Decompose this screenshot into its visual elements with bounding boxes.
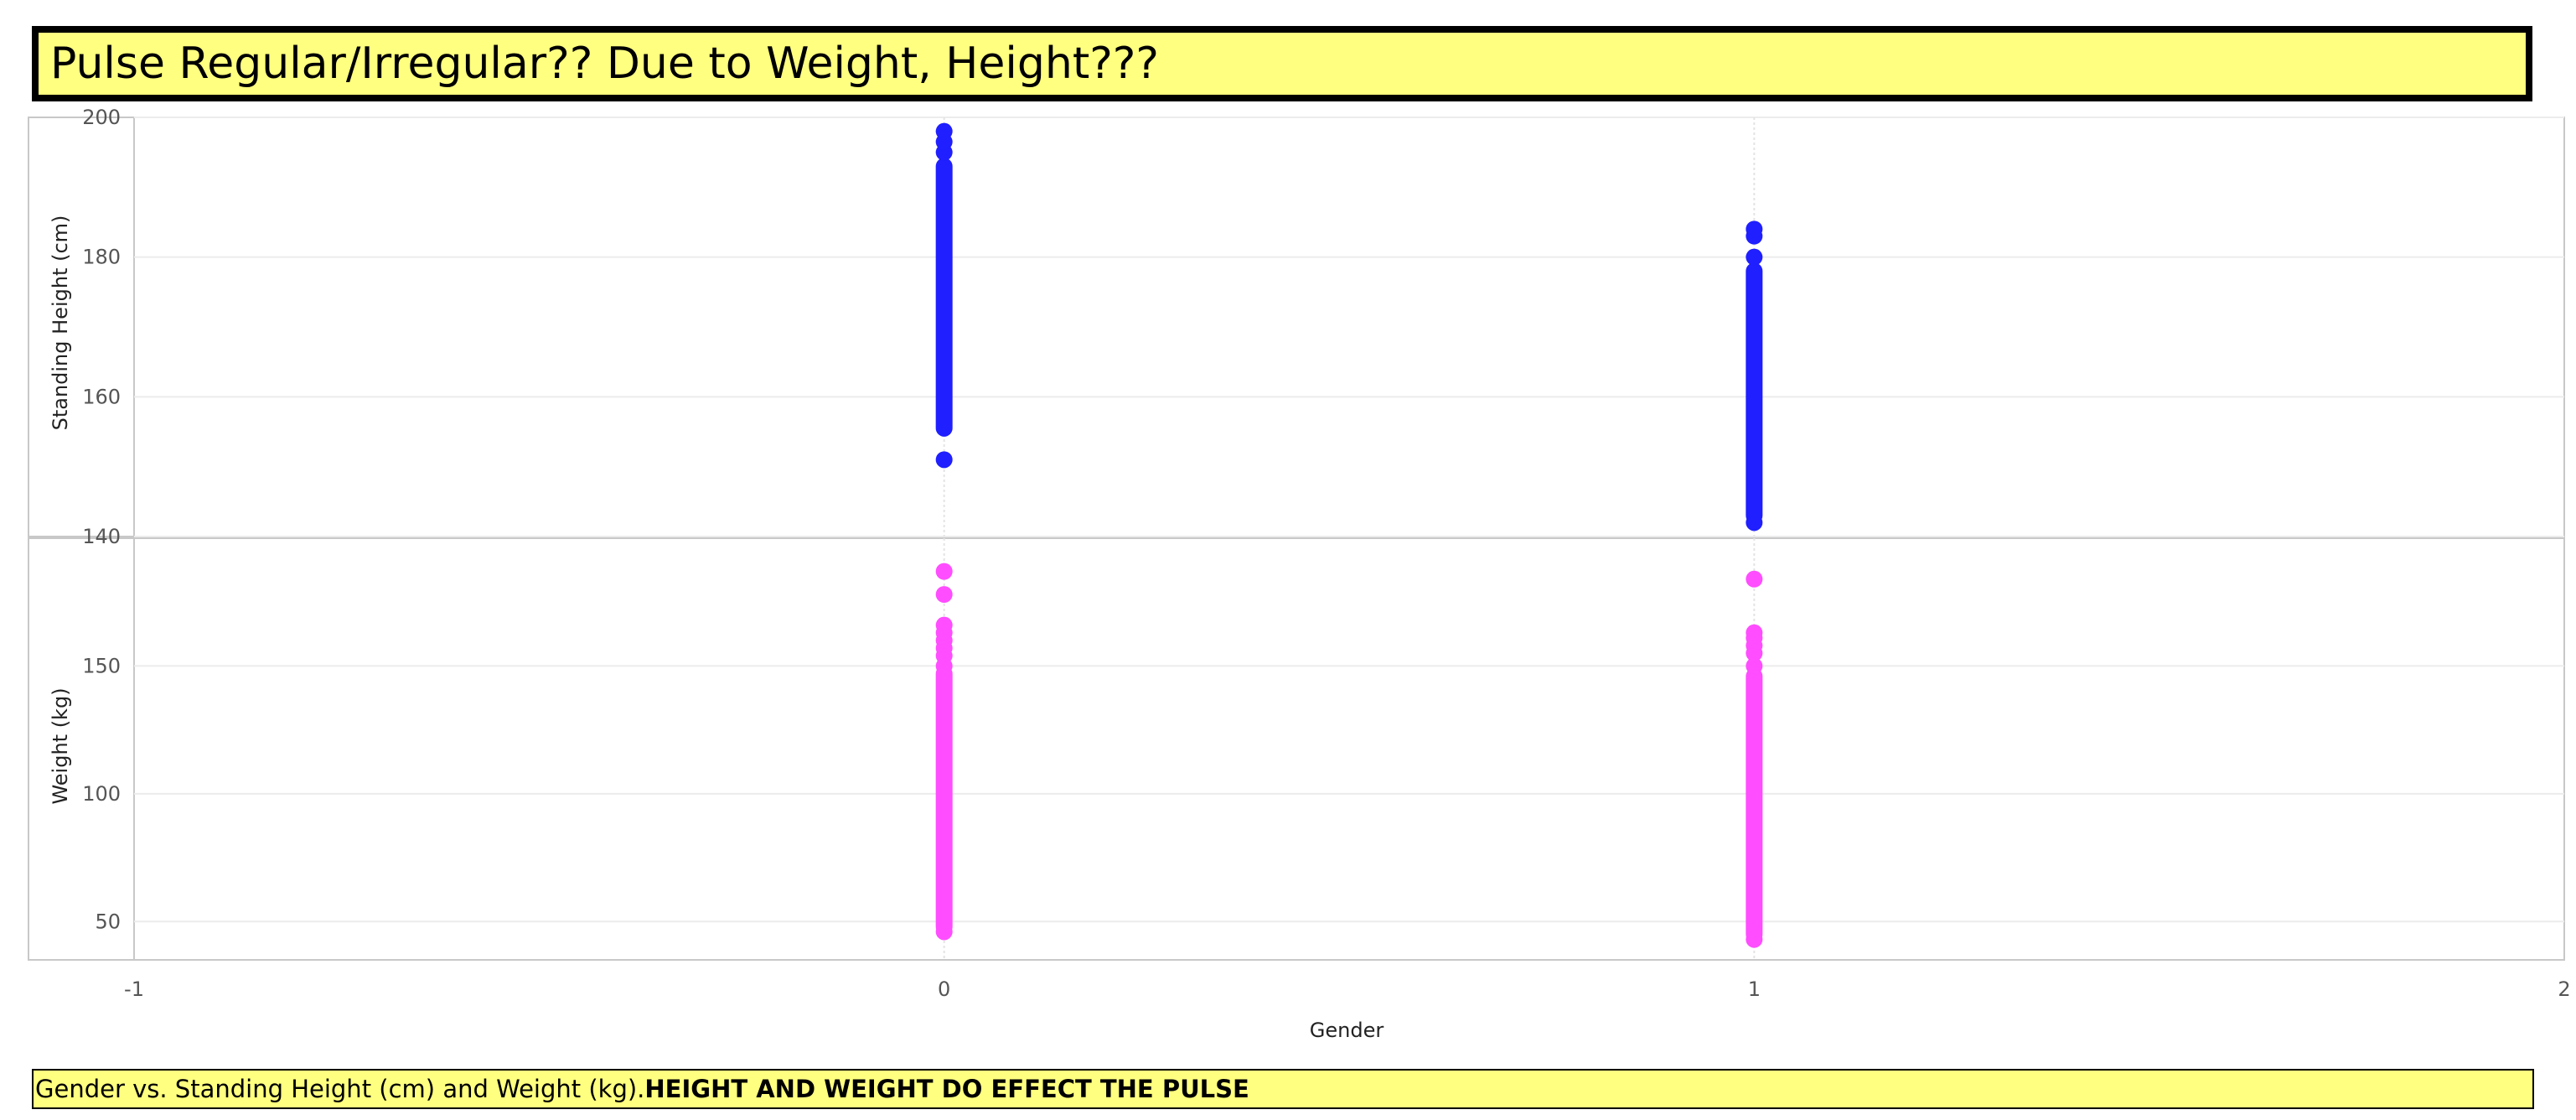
data-point: [1746, 570, 1763, 588]
chart-marks: [935, 122, 1763, 948]
y-tick-label: 160: [82, 385, 121, 408]
data-point-column: [935, 665, 953, 936]
data-point: [935, 451, 953, 469]
y-tick-label: 180: [82, 246, 121, 269]
caption-text: Gender vs. Standing Height (cm) and Weig…: [35, 1075, 645, 1103]
data-point-column: [1746, 262, 1763, 524]
data-point: [1746, 624, 1763, 641]
dashboard-title: Pulse Regular/Irregular?? Due to Weight,…: [32, 26, 2532, 101]
y-axis-title-weight: Weight (kg): [49, 687, 72, 804]
caption-box: Gender vs. Standing Height (cm) and Weig…: [32, 1069, 2534, 1109]
scatter-chart: 140 160 180 200 50 100 150 -1 0 1 2 Standing Heig…: [28, 106, 2571, 1040]
data-point: [1746, 931, 1763, 948]
y-tick-label: 200: [82, 106, 121, 129]
y-axis-title-height: Standing Height (cm): [49, 215, 72, 431]
y-tick-label: 50: [95, 910, 121, 933]
data-point: [935, 122, 953, 140]
chart-frames: [28, 117, 2565, 961]
caption-emphasis: HEIGHT AND WEIGHT DO EFFECT THE PULSE: [644, 1075, 1249, 1103]
y-tick-label: 140: [82, 525, 121, 548]
data-point-column: [935, 158, 953, 437]
panel-frame: [28, 117, 2565, 537]
x-axis-title: Gender: [1310, 1019, 1384, 1040]
data-point: [1746, 657, 1763, 675]
title-text: Pulse Regular/Irregular?? Due to Weight,…: [50, 39, 1160, 89]
x-tick-label: 2: [2558, 977, 2570, 1001]
data-point: [935, 923, 953, 941]
x-tick-label: 1: [1748, 977, 1761, 1001]
data-point: [935, 586, 953, 604]
data-point: [1746, 248, 1763, 266]
data-point: [1746, 220, 1763, 238]
x-axis-ticks: -1 0 1 2: [124, 977, 2571, 1001]
y-tick-label: 100: [82, 782, 121, 806]
data-point: [935, 563, 953, 580]
data-point-column: [1746, 667, 1763, 943]
data-point: [1746, 514, 1763, 531]
y-axis-ticks: 140 160 180 200 50 100 150: [82, 106, 121, 933]
x-tick-label: 0: [938, 977, 950, 1001]
x-tick-label: -1: [124, 977, 144, 1001]
data-point: [935, 616, 953, 634]
panel-frame: [28, 537, 2565, 961]
y-tick-label: 150: [82, 654, 121, 677]
